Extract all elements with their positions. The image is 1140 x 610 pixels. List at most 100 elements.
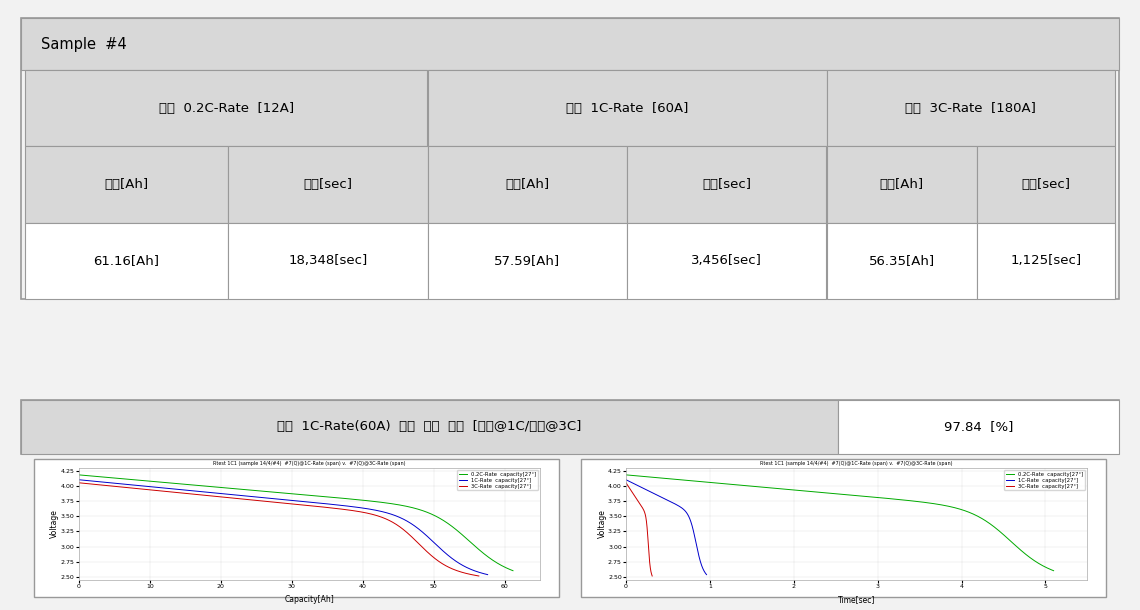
3C-Rate  capacity[27°] <box>304 502 318 509</box>
Bar <box>826 223 977 299</box>
1C-Rate  capacity[27°] <box>666 499 679 506</box>
Text: 57.59[Ah]: 57.59[Ah] <box>494 254 561 267</box>
1C-Rate  capacity[27°] <box>481 571 495 578</box>
1C-Rate  capacity[27°] <box>72 476 86 483</box>
Line: 1C-Rate  capacity[27°]: 1C-Rate capacity[27°] <box>626 479 707 575</box>
3C-Rate  capacity[27°] <box>327 504 341 512</box>
Text: 1,125[sec]: 1,125[sec] <box>1010 254 1082 267</box>
Bar <box>25 223 228 299</box>
Text: 상온  3C-Rate  [180A]: 상온 3C-Rate [180A] <box>905 102 1036 115</box>
Text: 시간[sec]: 시간[sec] <box>303 178 352 191</box>
1C-Rate  capacity[27°] <box>668 500 682 508</box>
Line: 1C-Rate  capacity[27°]: 1C-Rate capacity[27°] <box>79 479 488 575</box>
0.2C-Rate  capacity[27°] <box>891 496 905 503</box>
Bar <box>21 18 1119 70</box>
Text: 18,348[sec]: 18,348[sec] <box>288 254 367 267</box>
1C-Rate  capacity[27°] <box>382 510 396 517</box>
0.2C-Rate  capacity[27°] <box>349 496 363 503</box>
Text: 56.35[Ah]: 56.35[Ah] <box>869 254 935 267</box>
Bar <box>627 146 826 223</box>
Legend: 0.2C-Rate  capacity[27°], 1C-Rate  capacity[27°], 3C-Rate  capacity[27°]: 0.2C-Rate capacity[27°], 1C-Rate capacit… <box>1004 470 1085 490</box>
Bar <box>428 223 627 299</box>
Bar <box>428 146 627 223</box>
Bar <box>826 146 977 223</box>
Line: 0.2C-Rate  capacity[27°]: 0.2C-Rate capacity[27°] <box>79 475 513 571</box>
0.2C-Rate  capacity[27°] <box>868 493 881 501</box>
0.2C-Rate  capacity[27°] <box>335 495 349 502</box>
0.2C-Rate  capacity[27°] <box>401 503 415 511</box>
3C-Rate  capacity[27°] <box>97 481 111 489</box>
Title: Rtest 1C1 (sample 14/4/#4)  #7(Q)@1C-Rate (span) v.  #7(Q)@3C-Rate (span): Rtest 1C1 (sample 14/4/#4) #7(Q)@1C-Rate… <box>213 461 406 466</box>
3C-Rate  capacity[27°] <box>642 545 656 552</box>
0.2C-Rate  capacity[27°] <box>944 503 958 511</box>
X-axis label: Capacity[Ah]: Capacity[Ah] <box>285 595 334 604</box>
Bar <box>627 223 826 299</box>
3C-Rate  capacity[27°] <box>375 514 389 521</box>
Line: 3C-Rate  capacity[27°]: 3C-Rate capacity[27°] <box>626 483 652 576</box>
3C-Rate  capacity[27°] <box>635 503 649 511</box>
Text: Sample  #4: Sample #4 <box>41 37 127 52</box>
Text: 3,456[sec]: 3,456[sec] <box>691 254 763 267</box>
Text: 상온  0.2C-Rate  [12A]: 상온 0.2C-Rate [12A] <box>158 102 294 115</box>
3C-Rate  capacity[27°] <box>416 545 430 552</box>
1C-Rate  capacity[27°] <box>424 536 438 544</box>
Bar <box>428 70 826 146</box>
Y-axis label: Voltage: Voltage <box>50 509 59 538</box>
Bar <box>838 400 1119 454</box>
Bar <box>228 223 428 299</box>
3C-Rate  capacity[27°] <box>640 514 653 521</box>
Text: 상온  1C-Rate  [60A]: 상온 1C-Rate [60A] <box>565 102 689 115</box>
0.2C-Rate  capacity[27°] <box>72 471 86 478</box>
1C-Rate  capacity[27°] <box>681 510 694 517</box>
Bar <box>34 459 559 597</box>
Bar <box>581 459 1106 597</box>
Bar <box>826 70 1115 146</box>
X-axis label: Time[sec]: Time[sec] <box>838 595 876 604</box>
1C-Rate  capacity[27°] <box>97 478 111 486</box>
Text: 97.84  [%]: 97.84 [%] <box>944 420 1013 434</box>
3C-Rate  capacity[27°] <box>315 503 328 511</box>
0.2C-Rate  capacity[27°] <box>987 523 1001 531</box>
Y-axis label: Voltage: Voltage <box>597 509 606 538</box>
Bar <box>977 146 1115 223</box>
Text: 시간[sec]: 시간[sec] <box>1021 178 1070 191</box>
0.2C-Rate  capacity[27°] <box>324 493 337 501</box>
3C-Rate  capacity[27°] <box>621 481 635 489</box>
Line: 3C-Rate  capacity[27°]: 3C-Rate capacity[27°] <box>79 483 479 576</box>
1C-Rate  capacity[27°] <box>624 478 637 486</box>
3C-Rate  capacity[27°] <box>645 572 659 580</box>
3C-Rate  capacity[27°] <box>636 504 650 512</box>
3C-Rate  capacity[27°] <box>634 502 648 509</box>
1C-Rate  capacity[27°] <box>333 501 347 509</box>
Text: 용량[Ah]: 용량[Ah] <box>505 178 549 191</box>
Legend: 0.2C-Rate  capacity[27°], 1C-Rate  capacity[27°], 3C-Rate  capacity[27°]: 0.2C-Rate capacity[27°], 1C-Rate capacit… <box>457 470 538 490</box>
0.2C-Rate  capacity[27°] <box>506 567 520 575</box>
3C-Rate  capacity[27°] <box>72 479 86 486</box>
3C-Rate  capacity[27°] <box>619 479 633 486</box>
Title: Rtest 1C1 (sample 14/4/#4)  #7(Q)@1C-Rate (span) v.  #7(Q)@3C-Rate (span): Rtest 1C1 (sample 14/4/#4) #7(Q)@1C-Rate… <box>760 461 953 466</box>
1C-Rate  capacity[27°] <box>670 501 684 509</box>
Bar <box>977 223 1115 299</box>
Bar <box>21 18 1119 299</box>
Bar <box>21 400 838 454</box>
1C-Rate  capacity[27°] <box>700 571 714 578</box>
Text: 상온  1C-Rate(60A)  대비  방전  효율  [상온@1C/상온@3C]: 상온 1C-Rate(60A) 대비 방전 효율 [상온@1C/상온@3C] <box>277 420 581 434</box>
Text: 61.16[Ah]: 61.16[Ah] <box>93 254 160 267</box>
1C-Rate  capacity[27°] <box>689 536 702 544</box>
Bar <box>21 400 1119 454</box>
1C-Rate  capacity[27°] <box>309 499 323 506</box>
3C-Rate  capacity[27°] <box>472 572 486 580</box>
0.2C-Rate  capacity[27°] <box>645 473 659 481</box>
1C-Rate  capacity[27°] <box>619 476 633 483</box>
Text: 용량[Ah]: 용량[Ah] <box>105 178 148 191</box>
Bar <box>228 146 428 223</box>
Text: 시간[sec]: 시간[sec] <box>702 178 751 191</box>
Line: 0.2C-Rate  capacity[27°]: 0.2C-Rate capacity[27°] <box>626 475 1053 571</box>
0.2C-Rate  capacity[27°] <box>446 523 459 531</box>
0.2C-Rate  capacity[27°] <box>1047 567 1060 575</box>
Bar <box>25 146 228 223</box>
0.2C-Rate  capacity[27°] <box>879 495 893 502</box>
Text: 용량[Ah]: 용량[Ah] <box>880 178 923 191</box>
0.2C-Rate  capacity[27°] <box>98 473 112 481</box>
1C-Rate  capacity[27°] <box>320 500 334 508</box>
